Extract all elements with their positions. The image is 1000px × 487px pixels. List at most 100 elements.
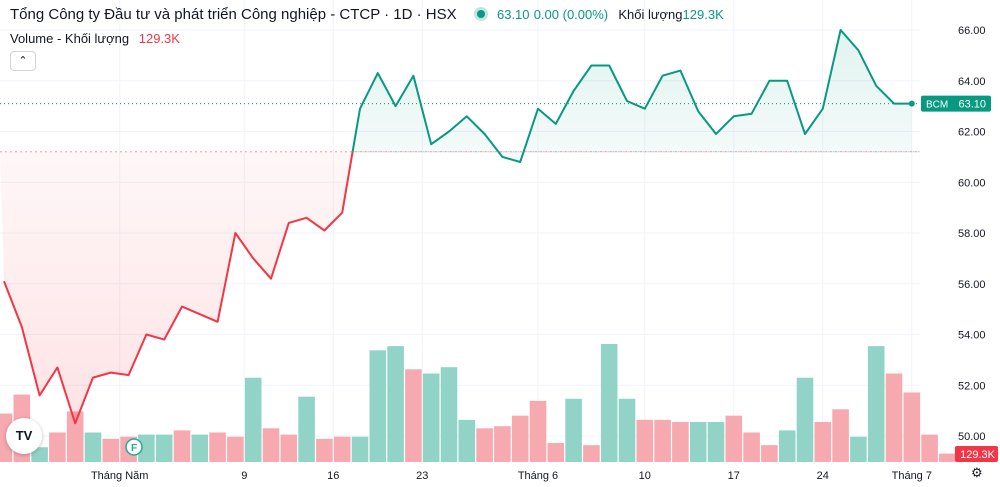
volume-bar xyxy=(316,438,333,462)
header-volume-label: Khối lượng xyxy=(618,7,683,22)
volume-bar xyxy=(280,434,298,462)
volume-bar xyxy=(939,453,956,462)
volume-bar xyxy=(565,398,582,462)
price-axis[interactable]: 66.00 64.00 62.00 60.00 58.00 56.00 54.00 52.00… xyxy=(958,25,986,443)
volume-bar xyxy=(84,432,102,462)
volume-bar xyxy=(138,434,155,462)
price-tick-label: 64.00 xyxy=(958,76,986,88)
volume-bar xyxy=(583,445,600,462)
volume-bar xyxy=(49,432,66,462)
volume-bar xyxy=(529,400,547,462)
volume-bar xyxy=(191,434,209,462)
price-lines xyxy=(0,29,920,425)
volume-bar xyxy=(707,421,725,462)
volume-legend-value: 129.3K xyxy=(138,31,180,46)
volume-bar xyxy=(405,369,422,462)
volume-bar xyxy=(511,415,529,462)
volume-bar xyxy=(262,428,280,462)
volume-bar xyxy=(600,344,618,462)
time-tick-label: 9 xyxy=(241,470,247,482)
volume-label-value: 129.3K xyxy=(960,449,996,461)
volume-bar xyxy=(351,436,369,462)
volume-bar xyxy=(476,428,493,462)
price-area-below xyxy=(0,151,353,424)
time-axis[interactable]: Tháng Năm 9 16 23 Tháng 6 10 17 24 Tháng 7 xyxy=(91,470,932,482)
volume-bar xyxy=(298,396,315,462)
header-volume-value: 129.3K xyxy=(682,7,724,22)
volume-bar xyxy=(209,432,226,462)
axis-labels: BCM 63.10 129.3K F xyxy=(125,95,998,462)
volume-bar xyxy=(458,419,476,462)
price-tick-label: 56.00 xyxy=(958,279,986,291)
volume-bar xyxy=(832,409,849,462)
gear-icon[interactable]: ⚙ xyxy=(971,465,983,480)
time-tick-label: Tháng 7 xyxy=(892,470,932,482)
price-tick-label: 50.00 xyxy=(958,431,986,443)
volume-bar xyxy=(814,421,832,462)
volume-bar xyxy=(66,411,84,462)
price-areas xyxy=(0,30,920,424)
time-tick-label: 23 xyxy=(416,470,428,482)
chart-title: Tổng Công ty Đầu tư và phát triển Công n… xyxy=(10,6,457,23)
volume-bar xyxy=(244,377,262,462)
volume-bar xyxy=(173,430,191,462)
volume-bar xyxy=(333,436,351,462)
volume-bar xyxy=(672,421,689,462)
volume-bar xyxy=(778,430,796,462)
volume-bar xyxy=(227,436,244,462)
volume-bars xyxy=(0,344,956,462)
time-tick-label: Tháng Năm xyxy=(91,470,148,482)
chevron-up-icon[interactable]: ⌃ xyxy=(10,51,36,71)
volume-bar xyxy=(31,447,48,462)
market-status-icon xyxy=(476,10,485,18)
time-tick-label: 24 xyxy=(817,470,829,482)
volume-bar xyxy=(903,392,921,462)
tradingview-logo[interactable]: TV xyxy=(6,418,42,454)
volume-bar xyxy=(440,367,458,462)
price-label-value: 63.10 xyxy=(958,99,986,111)
volume-legend-label: Volume - Khối lượng xyxy=(10,31,130,46)
price-tick-label: 66.00 xyxy=(958,25,986,37)
volume-bar xyxy=(761,445,778,462)
time-tick-label: Tháng 6 xyxy=(518,470,558,482)
price-tick-label: 54.00 xyxy=(958,330,986,342)
last-price: 63.10 xyxy=(496,7,530,22)
volume-bar xyxy=(743,432,760,462)
price-change: 0.00 (0.00%) xyxy=(533,7,609,22)
time-tick-label: 17 xyxy=(728,470,740,482)
event-marker xyxy=(125,438,143,456)
price-line-down xyxy=(3,151,354,425)
price-label-bg xyxy=(921,95,991,112)
volume-bar xyxy=(547,443,565,462)
event-marker-label: F xyxy=(131,443,137,454)
volume-bar xyxy=(725,415,743,462)
volume-bar xyxy=(689,421,707,462)
volume-bar xyxy=(155,434,173,462)
price-line-up xyxy=(351,29,912,163)
time-tick-label: 10 xyxy=(639,470,651,482)
price-area-above xyxy=(352,30,912,162)
volume-bar xyxy=(618,398,636,462)
volume-bar xyxy=(102,438,120,462)
price-tick-label: 52.00 xyxy=(958,380,986,392)
volume-bar xyxy=(654,419,671,462)
volume-bar xyxy=(422,373,440,462)
volume-bar xyxy=(867,346,885,462)
price-label-symbol: BCM xyxy=(926,100,948,111)
volume-bar xyxy=(796,377,814,462)
price-tick-label: 58.00 xyxy=(958,228,986,240)
time-tick-label: 16 xyxy=(327,470,339,482)
price-tick-label: 62.00 xyxy=(958,127,986,139)
volume-bar xyxy=(850,436,867,462)
volume-bar xyxy=(494,426,511,462)
volume-bar xyxy=(636,419,654,462)
price-tick-label: 60.00 xyxy=(958,177,986,189)
volume-bar xyxy=(369,350,387,462)
volume-label-bg xyxy=(955,446,998,462)
chart-header: Tổng Công ty Đầu tư và phát triển Công n… xyxy=(10,6,724,23)
volume-legend: Volume - Khối lượng 129.3K xyxy=(10,31,180,46)
volume-bar xyxy=(921,434,938,462)
last-price-marker xyxy=(908,100,915,107)
volume-bar xyxy=(885,373,903,462)
